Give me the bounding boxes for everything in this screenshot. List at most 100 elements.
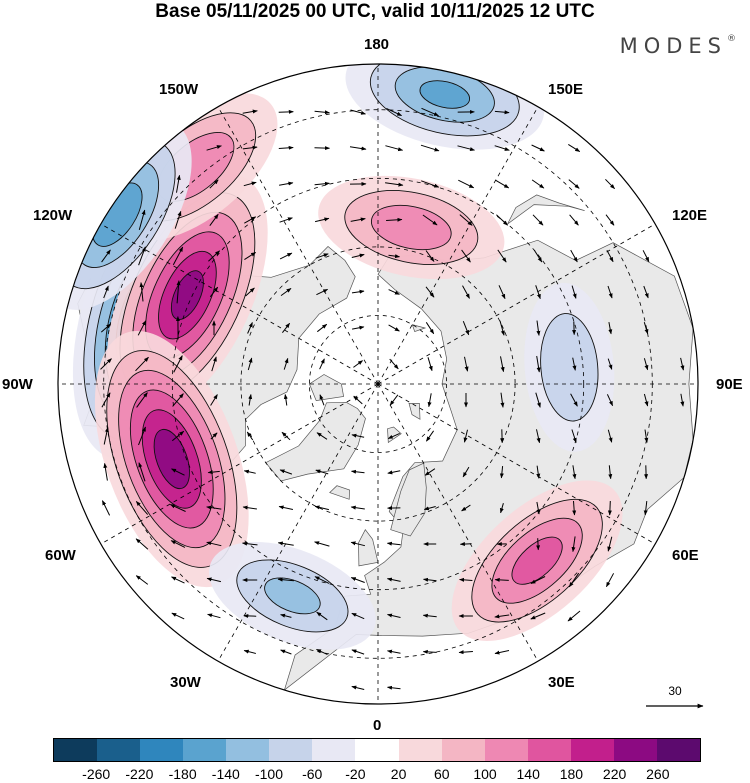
wind-arrow	[421, 107, 439, 117]
wind-arrow	[644, 429, 649, 443]
colorbar-swatch	[183, 739, 227, 761]
wind-arrow	[571, 285, 577, 299]
wind-arrow	[138, 426, 146, 446]
colorbar-tick-label: 140	[516, 766, 540, 782]
land-polygon	[408, 402, 421, 420]
colorbar-swatch	[570, 739, 614, 761]
colorbar-tick-label: 60	[434, 766, 450, 782]
wind-arrow	[531, 179, 545, 189]
wind-arrow	[242, 505, 257, 510]
wind-arrow	[279, 252, 293, 260]
colorbar-swatch	[97, 739, 141, 761]
wind-arrow	[423, 577, 437, 582]
wind-arrow	[211, 356, 217, 372]
wind-arrow	[427, 357, 433, 372]
wind-arrow	[387, 649, 401, 654]
wind-arrow	[496, 214, 508, 226]
colorbar-swatch	[527, 739, 571, 761]
wind-arrow	[281, 431, 291, 441]
wind-arrow	[605, 573, 615, 588]
wind-arrow	[243, 181, 257, 187]
latitude-circle	[308, 314, 447, 453]
colorbar-swatch	[54, 739, 98, 761]
wind-arrow	[282, 322, 290, 334]
wind-arrow	[103, 462, 108, 481]
wind-vectors	[100, 107, 685, 690]
wind-arrow	[494, 577, 509, 582]
colorbar-tick-label: -20	[345, 766, 366, 782]
wind-arrow	[207, 470, 220, 475]
wind-arrow	[568, 143, 581, 153]
wind-arrow	[100, 358, 112, 370]
wind-arrow	[101, 500, 111, 516]
anomaly-field	[58, 64, 623, 650]
colorbar-ticks: -260 -220 -180 -140 -100 -60 -20 20 60 100 140 180 2…	[0, 766, 750, 782]
wind-arrow	[316, 323, 328, 333]
map-boundary	[57, 63, 699, 705]
wind-arrow	[386, 217, 403, 222]
wind-arrow	[100, 323, 112, 333]
wind-arrow	[172, 246, 184, 266]
polar-map	[57, 63, 704, 709]
wind-arrow	[351, 685, 365, 690]
wind-arrow	[136, 392, 148, 408]
wind-arrow	[242, 145, 258, 150]
wind-arrow	[351, 649, 365, 655]
modes-logo: MODES®	[620, 34, 736, 58]
wind-arrow	[351, 253, 365, 258]
wind-arrow	[530, 612, 546, 620]
wind-arrow	[386, 107, 403, 117]
wind-arrow	[353, 360, 364, 368]
wind-arrow	[283, 357, 289, 370]
wind-arrow	[135, 356, 149, 372]
wind-arrow	[499, 466, 504, 479]
land-polygon	[507, 194, 585, 225]
wind-arrow	[319, 358, 325, 370]
wind-arrow	[680, 393, 685, 407]
wind-arrow	[420, 144, 440, 152]
wind-arrow	[351, 612, 365, 620]
wind-arrow	[421, 180, 440, 188]
wind-arrow	[607, 536, 613, 552]
wind-arrow	[350, 109, 366, 115]
wind-arrow	[314, 110, 330, 115]
wind-arrow	[567, 610, 581, 622]
meridian-line	[377, 383, 656, 545]
wind-arrow	[277, 577, 294, 582]
anomaly-contour	[264, 577, 321, 615]
wind-arrow	[350, 505, 365, 510]
colorbar-tick-label: -220	[125, 766, 154, 782]
wind-arrow	[500, 356, 505, 373]
wind-arrow	[278, 109, 294, 114]
wind-arrow	[316, 648, 328, 656]
anomaly-contour	[511, 536, 563, 585]
wind-arrow	[388, 289, 400, 295]
land-polygon	[358, 529, 379, 567]
colorbar-swatch	[355, 739, 399, 761]
wind-arrow	[135, 575, 149, 585]
wind-arrow	[135, 538, 149, 550]
wind-arrow	[171, 576, 185, 584]
wind-arrow	[643, 322, 649, 335]
wind-arrow	[571, 429, 577, 443]
wind-arrow	[314, 181, 330, 186]
wind-arrow	[244, 251, 257, 261]
colorbar-swatch	[656, 739, 700, 761]
wind-arrow	[533, 249, 543, 263]
wind-arrow	[494, 110, 510, 115]
wind-arrow	[319, 394, 325, 406]
wind-arrow	[314, 217, 330, 223]
wind-arrow	[135, 501, 149, 515]
colorbar-swatch	[484, 739, 528, 761]
wind-arrow	[605, 214, 615, 226]
wind-arrow	[536, 501, 541, 515]
wind-arrow	[314, 541, 330, 547]
wind-arrow	[569, 214, 579, 226]
wind-arrow	[499, 320, 505, 336]
wind-arrow	[280, 287, 292, 297]
wind-arrow	[458, 179, 475, 189]
colorbar-tick-label: -180	[168, 766, 197, 782]
wind-arrow	[494, 650, 510, 655]
lon-label-90w: 90W	[2, 376, 33, 393]
wind-arrow	[536, 355, 541, 373]
